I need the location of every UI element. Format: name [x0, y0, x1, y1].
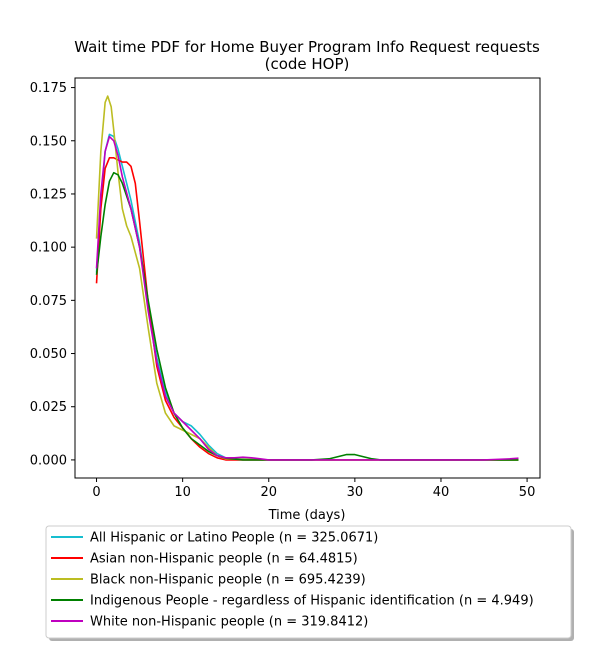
- chart-subtitle: (code HOP): [265, 55, 350, 73]
- y-tick-label: 0.125: [30, 187, 67, 202]
- series-line-1: [95, 133, 519, 461]
- legend-entry: Asian non-Hispanic people (n = 64.4815): [90, 552, 358, 567]
- x-tick-label: 20: [260, 485, 277, 500]
- x-tick-label: 40: [433, 485, 450, 500]
- y-tick-label: 0.100: [30, 241, 67, 256]
- legend-entry: Black non-Hispanic people (n = 695.4239): [90, 573, 366, 588]
- series-line-2: [95, 156, 519, 461]
- y-tick-label: 0.050: [30, 347, 67, 362]
- x-tick-label: 30: [347, 485, 364, 500]
- y-tick-label: 0.175: [30, 81, 67, 96]
- legend-entry: White non-Hispanic people (n = 319.8412): [90, 615, 368, 630]
- x-axis: 0 10 20 30 40 50: [92, 478, 535, 500]
- legend-entry: Indigenous People - regardless of Hispan…: [90, 594, 534, 609]
- series-line-5: [95, 135, 519, 461]
- series-line-3: [95, 95, 519, 461]
- x-tick-label: 10: [174, 485, 191, 500]
- y-axis: 0.000 0.025 0.050 0.075 0.100 0.125 0.150 0.175: [30, 81, 75, 468]
- series-line-4: [95, 171, 519, 461]
- y-tick-label: 0.025: [30, 400, 67, 415]
- chart-title: Wait time PDF for Home Buyer Program Inf…: [74, 38, 540, 56]
- legend-box: [45, 525, 572, 639]
- x-axis-label: Time (days): [268, 508, 346, 523]
- y-tick-label: 0.000: [30, 453, 67, 468]
- x-tick-label: 0: [92, 485, 100, 500]
- y-tick-label: 0.150: [30, 134, 67, 149]
- legend-entry: All Hispanic or Latino People (n = 325.0…: [90, 531, 378, 546]
- y-tick-label: 0.075: [30, 294, 67, 309]
- legend: All Hispanic or Latino People (n = 325.0…: [45, 525, 574, 641]
- plot-area: [74, 77, 541, 479]
- plot-frame: [74, 77, 541, 479]
- x-tick-label: 50: [519, 485, 536, 500]
